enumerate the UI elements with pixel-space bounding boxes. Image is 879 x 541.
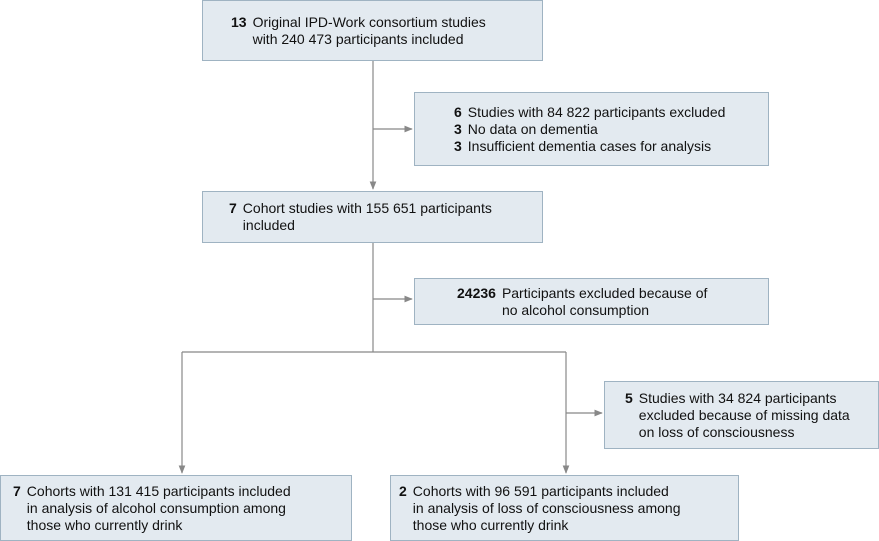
box: 7 Cohorts with 131 415 participants inclu… bbox=[0, 475, 352, 541]
box-text: 7 Cohorts with 131 415 participants inclu… bbox=[13, 483, 351, 534]
box: 2 Cohorts with 96 591 participants includ… bbox=[390, 475, 739, 541]
text-line: Original IPD-Work consortium studies bbox=[252, 13, 486, 30]
text-line: Cohorts with 96 591 participants include… bbox=[412, 482, 669, 499]
spacer bbox=[457, 302, 496, 319]
text-line: No data on dementia bbox=[467, 120, 598, 137]
text-line: Participants excluded because of bbox=[501, 284, 708, 301]
count: 24236 bbox=[457, 284, 496, 301]
box: 13 Original IPD-Work consortium studies wi… bbox=[202, 0, 543, 61]
text-line: those who currently drink bbox=[26, 516, 183, 533]
text-line: in analysis of loss of consciousness amo… bbox=[412, 499, 681, 516]
box: 6 Studies with 84 822 participants exclud… bbox=[414, 92, 769, 166]
spacer bbox=[625, 424, 633, 441]
count: 3 bbox=[454, 137, 462, 154]
spacer bbox=[13, 500, 21, 517]
count: 5 bbox=[625, 389, 633, 406]
text-line: included bbox=[242, 217, 295, 233]
text-line: excluded because of missing data bbox=[638, 406, 850, 423]
text-line: with 240 473 participants included bbox=[252, 30, 464, 47]
box-text: 6 Studies with 84 822 participants exclud… bbox=[454, 104, 768, 155]
spacer bbox=[625, 407, 633, 424]
text-line: Cohorts with 131 415 participants includ… bbox=[26, 482, 291, 499]
spacer bbox=[231, 31, 247, 48]
spacer bbox=[229, 217, 237, 234]
box: 7 Cohort studies with 155 651 participant… bbox=[202, 191, 543, 243]
text-line: Studies with 34 824 participants bbox=[638, 389, 837, 406]
spacer bbox=[399, 500, 407, 517]
spacer bbox=[399, 517, 407, 534]
text-line: Studies with 84 822 participants exclude… bbox=[467, 103, 726, 120]
count: 7 bbox=[229, 200, 237, 216]
box-text: 24236 Participants excluded because of no … bbox=[457, 285, 768, 319]
count: 7 bbox=[13, 482, 21, 499]
box: 24236 Participants excluded because of no … bbox=[414, 278, 769, 325]
text-line: those who currently drink bbox=[412, 516, 569, 533]
box-text: 2 Cohorts with 96 591 participants includ… bbox=[399, 483, 738, 534]
text-line: Insufficient dementia cases for analysis bbox=[467, 137, 712, 154]
count: 6 bbox=[454, 103, 462, 120]
box-text: 7 Cohort studies with 155 651 participant… bbox=[229, 200, 542, 234]
spacer bbox=[13, 517, 21, 534]
text-line: on loss of consciousness bbox=[638, 423, 795, 440]
count: 13 bbox=[231, 13, 247, 30]
text-line: Cohort studies with 155 651 participants bbox=[242, 200, 492, 216]
box-text: 13 Original IPD-Work consortium studies wi… bbox=[231, 14, 542, 48]
count: 2 bbox=[399, 482, 407, 499]
text-line: no alcohol consumption bbox=[501, 301, 650, 318]
count: 3 bbox=[454, 120, 462, 137]
box-text: 5 Studies with 34 824 participants exclude… bbox=[625, 390, 878, 441]
text-line: in analysis of alcohol consumption among bbox=[26, 499, 286, 516]
box: 5 Studies with 34 824 participants exclude… bbox=[604, 381, 879, 449]
